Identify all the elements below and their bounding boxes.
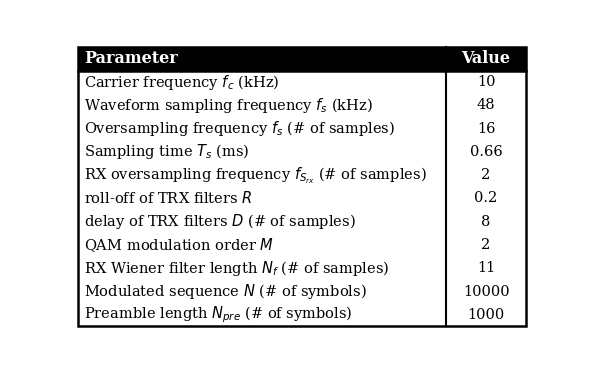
- Text: 2: 2: [481, 238, 491, 252]
- Text: 0.2: 0.2: [474, 192, 498, 205]
- Text: 2: 2: [481, 168, 491, 182]
- Text: RX oversampling frequency $f_{S_{rx}}$ (# of samples): RX oversampling frequency $f_{S_{rx}}$ (…: [84, 165, 427, 185]
- Text: Preamble length $N_{pre}$ (# of symbols): Preamble length $N_{pre}$ (# of symbols): [84, 305, 352, 325]
- Text: Waveform sampling frequency $f_s$ (kHz): Waveform sampling frequency $f_s$ (kHz): [84, 96, 373, 115]
- Text: 48: 48: [477, 98, 496, 112]
- Text: roll-off of TRX filters $R$: roll-off of TRX filters $R$: [84, 191, 252, 206]
- Text: Parameter: Parameter: [84, 50, 178, 67]
- Text: Carrier frequency $f_c$ (kHz): Carrier frequency $f_c$ (kHz): [84, 73, 279, 92]
- Text: Oversampling frequency $f_s$ (# of samples): Oversampling frequency $f_s$ (# of sampl…: [84, 119, 395, 138]
- Text: 0.66: 0.66: [470, 145, 503, 159]
- Text: Sampling time $T_s$ (ms): Sampling time $T_s$ (ms): [84, 142, 250, 161]
- Text: 11: 11: [477, 261, 495, 275]
- Text: RX Wiener filter length $N_f$ (# of samples): RX Wiener filter length $N_f$ (# of samp…: [84, 259, 389, 278]
- Text: QAM modulation order $M$: QAM modulation order $M$: [84, 236, 274, 254]
- Text: 10: 10: [477, 75, 496, 89]
- Text: 10000: 10000: [463, 285, 509, 299]
- Text: 1000: 1000: [467, 308, 504, 322]
- Text: Value: Value: [461, 50, 510, 67]
- Text: 16: 16: [477, 122, 496, 136]
- Text: 8: 8: [481, 215, 491, 229]
- Text: Modulated sequence $N$ (# of symbols): Modulated sequence $N$ (# of symbols): [84, 282, 366, 301]
- Bar: [78, 47, 526, 71]
- Text: delay of TRX filters $D$ (# of samples): delay of TRX filters $D$ (# of samples): [84, 212, 356, 231]
